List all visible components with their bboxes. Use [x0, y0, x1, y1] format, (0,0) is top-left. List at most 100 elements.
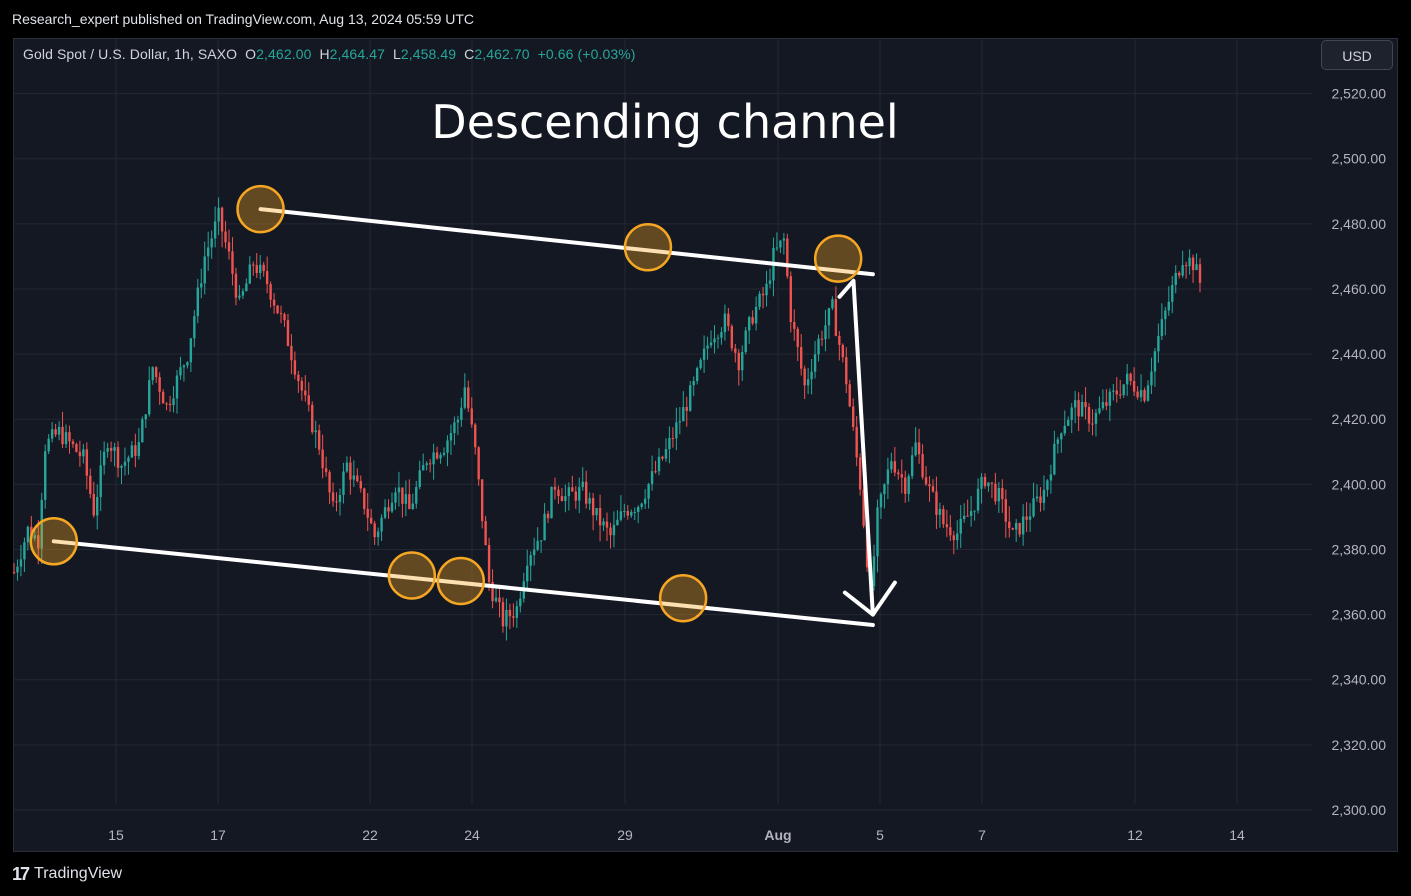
- candle: [591, 492, 595, 531]
- candle: [553, 477, 557, 500]
- candle-body: [106, 448, 109, 452]
- candle-body: [182, 365, 186, 368]
- candle-body: [1001, 487, 1004, 500]
- candle-body: [793, 322, 796, 329]
- candle-body: [120, 465, 123, 468]
- candle-body: [1084, 401, 1087, 408]
- candle: [352, 460, 356, 487]
- candle: [120, 464, 123, 485]
- candle: [938, 502, 942, 528]
- candle: [976, 478, 980, 514]
- candle-body: [123, 461, 127, 466]
- candle-body: [588, 498, 591, 504]
- candle: [439, 452, 442, 464]
- candle: [1070, 403, 1073, 434]
- candle-body: [154, 367, 158, 378]
- candle-body: [387, 507, 390, 512]
- candle-body: [938, 508, 942, 515]
- candle-body: [806, 379, 810, 386]
- open-value: 2,462.00: [256, 46, 312, 62]
- candle: [425, 461, 428, 471]
- currency-button[interactable]: USD: [1321, 40, 1393, 70]
- candle-body: [1094, 412, 1098, 424]
- candle-body: [203, 256, 206, 284]
- candle-body: [855, 427, 858, 458]
- candle-body: [1198, 264, 1202, 283]
- candle: [886, 457, 890, 500]
- candle: [498, 584, 501, 618]
- candle-body: [439, 454, 442, 459]
- candle: [709, 330, 713, 349]
- candle: [252, 261, 255, 276]
- candle: [286, 313, 290, 347]
- touch-marker: [436, 556, 486, 606]
- candle: [1094, 408, 1098, 437]
- candle: [571, 475, 574, 492]
- candle-body: [1091, 423, 1094, 425]
- candle-body: [872, 556, 876, 587]
- candle: [1177, 271, 1181, 279]
- candle: [213, 206, 217, 248]
- candle: [259, 254, 262, 280]
- candle: [1191, 254, 1195, 283]
- candle-body: [845, 357, 848, 385]
- price-tick-label: 2,320.00: [1332, 737, 1387, 753]
- candle: [897, 469, 900, 480]
- candle: [1004, 489, 1008, 538]
- candle-body: [664, 449, 668, 459]
- candle-body: [1073, 400, 1077, 408]
- candle-body: [227, 242, 231, 252]
- candle-body: [512, 616, 515, 618]
- candle: [234, 267, 238, 306]
- candle: [265, 256, 269, 294]
- candle-body: [619, 511, 623, 520]
- candle: [1198, 258, 1202, 293]
- candle: [550, 486, 553, 519]
- candle: [158, 372, 161, 405]
- candle: [1098, 396, 1101, 415]
- candle-body: [720, 332, 723, 338]
- candle: [775, 232, 779, 251]
- candle: [193, 310, 196, 348]
- candle: [519, 591, 522, 613]
- candle: [1035, 484, 1039, 502]
- candle-body: [980, 476, 983, 489]
- candle: [44, 444, 47, 509]
- candle-body: [415, 486, 418, 504]
- candle: [917, 428, 921, 464]
- tradingview-logo[interactable]: 17 TradingView: [12, 864, 122, 884]
- candle-body: [231, 251, 234, 274]
- candle-body: [1150, 371, 1153, 386]
- candle: [1021, 504, 1025, 546]
- candle: [647, 482, 650, 509]
- candle: [1139, 374, 1143, 402]
- candle: [96, 484, 99, 530]
- candle-body: [643, 498, 647, 504]
- candle: [616, 510, 619, 526]
- candle-body: [1067, 419, 1070, 426]
- candle: [567, 482, 571, 511]
- candle-body: [1177, 272, 1181, 276]
- candle-body: [1108, 391, 1112, 406]
- candle-body: [796, 328, 799, 348]
- candle: [290, 334, 293, 375]
- candle-body: [546, 513, 550, 519]
- candle: [373, 520, 376, 546]
- candle: [761, 287, 765, 309]
- candle-body: [827, 308, 831, 326]
- candle: [910, 446, 914, 480]
- candle: [428, 459, 432, 473]
- candle: [345, 456, 349, 473]
- candle-body: [692, 381, 695, 386]
- candle: [692, 376, 695, 397]
- candle: [806, 367, 810, 395]
- candle: [512, 603, 515, 628]
- candle: [144, 413, 147, 428]
- candle-body: [716, 337, 720, 339]
- low-value: 2,458.49: [400, 46, 457, 62]
- candle: [317, 424, 321, 455]
- candle-body: [64, 432, 68, 445]
- chart-area[interactable]: [13, 38, 1398, 852]
- candle: [186, 361, 189, 369]
- candle: [689, 381, 692, 412]
